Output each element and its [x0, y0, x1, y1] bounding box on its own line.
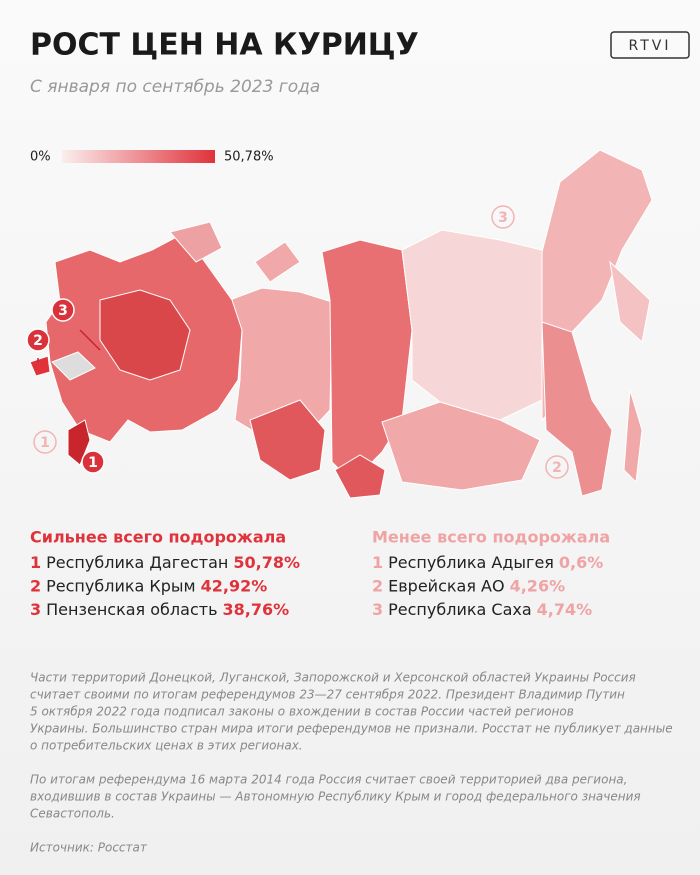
region [609, 260, 651, 343]
note-line: Украины. Большинство стран мира итоги ре… [30, 722, 673, 736]
logo-box [610, 31, 690, 59]
row-rank: 2 [30, 576, 41, 595]
row-name: Пензенская область [46, 600, 217, 619]
list-row: 2 Еврейская АО 4,26% [372, 576, 565, 595]
region [541, 321, 613, 497]
region [51, 351, 96, 381]
note-line: Части территорий Донецкой, Луганской, За… [30, 671, 636, 685]
logo: RTVI [629, 38, 672, 54]
marker [51, 298, 75, 322]
legend-max: 50,78% [224, 150, 274, 165]
subtitle: С января по сентябрь 2023 года [30, 77, 320, 97]
note-line: По итогам референдума 16 марта 2014 года… [30, 773, 627, 787]
marker [81, 450, 105, 474]
note-line: входившив в состав Украины — Автономную … [30, 790, 641, 804]
region [381, 401, 541, 491]
list-row: 1 Республика Адыгея 0,6% [372, 553, 603, 572]
row-value: 42,92% [201, 576, 268, 595]
row-value: 4,26% [510, 576, 566, 595]
row-rank: 3 [372, 600, 383, 619]
list-heading: Сильнее всего подорожала [30, 528, 286, 547]
marker-label: 2 [552, 460, 562, 476]
map [29, 149, 653, 499]
notes: Части территорий Донецкой, Луганской, За… [30, 671, 673, 855]
marker-label: 1 [88, 455, 98, 471]
marker [33, 430, 57, 454]
note-line: о потребительских ценах в этих регионах. [30, 739, 303, 753]
list-row: 3 Пензенская область 38,76% [30, 600, 289, 619]
marker [26, 328, 50, 352]
row-rank: 1 [372, 553, 383, 572]
list-row: 3 Республика Саха 4,74% [372, 600, 592, 619]
region [99, 289, 191, 381]
row-value: 38,76% [223, 600, 290, 619]
leader-line [79, 329, 101, 351]
marker [491, 205, 515, 229]
note-line: 5 октября 2022 года подписал законы о вх… [30, 705, 574, 719]
row-value: 4,74% [537, 600, 593, 619]
marker-label: 1 [40, 435, 50, 451]
region [334, 454, 386, 499]
note-line: Севастополь. [30, 807, 115, 821]
list-row: 2 Республика Крым 42,92% [30, 576, 267, 595]
region [254, 241, 301, 283]
legend-min: 0% [30, 150, 51, 165]
row-name: Еврейская АО [388, 576, 504, 595]
row-name: Республика Дагестан [46, 553, 228, 572]
row-rank: 3 [30, 600, 41, 619]
region [169, 221, 223, 263]
legend-gradient [62, 150, 215, 163]
lists: Сильнее всего подорожала 1 Республика Даге… [30, 528, 610, 619]
title: РОСТ ЦЕН НА КУРИЦУ [30, 28, 419, 63]
row-value: 0,6% [559, 553, 603, 572]
marker-label: 2 [33, 333, 43, 349]
region [401, 229, 561, 421]
list-row: 1 Республика Дагестан 50,78% [30, 553, 300, 572]
marker-label: 3 [58, 303, 68, 319]
region [29, 355, 51, 377]
row-name: Республика Саха [388, 600, 532, 619]
region [249, 399, 326, 481]
region [67, 419, 91, 466]
row-value: 50,78% [233, 553, 300, 572]
row-name: Республика Адыгея [388, 553, 554, 572]
region [623, 389, 643, 484]
note-line: считает своими по итогам референдумов 23… [30, 688, 625, 702]
row-rank: 1 [30, 553, 41, 572]
marker [545, 455, 569, 479]
row-name: Республика Крым [46, 576, 195, 595]
note-line: Источник: Росстат [30, 841, 148, 855]
row-rank: 2 [372, 576, 383, 595]
marker-label: 3 [498, 210, 508, 226]
list-heading: Менее всего подорожала [372, 528, 610, 547]
